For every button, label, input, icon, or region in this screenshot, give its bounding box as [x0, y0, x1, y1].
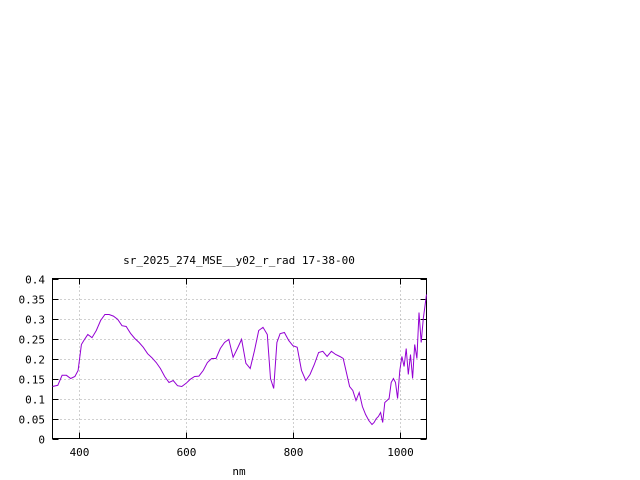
y-tick-label: 0.1 [25, 394, 45, 407]
y-tick-label: 0 [38, 434, 45, 447]
series-line [52, 294, 427, 426]
x-tick-label: 1000 [387, 446, 414, 459]
chart-title: sr_2025_274_MSE__y02_r_rad 17-38-00 [123, 254, 355, 267]
x-tick-label: 600 [177, 446, 197, 459]
plot-frame [52, 278, 427, 439]
y-tick-label: 0.4 [25, 274, 45, 287]
y-tick-label: 0.25 [19, 334, 46, 347]
y-tick-label: 0.05 [19, 414, 46, 427]
x-tick-label: 400 [70, 446, 90, 459]
grid-layer [52, 278, 427, 439]
y-tick-label: 0.35 [19, 294, 46, 307]
y-tick-label: 0.3 [25, 314, 45, 327]
label-layer: 0 0.05 0.1 0.15 0.2 0.25 0.3 0.35 0.4 400 600 800 10… [19, 274, 414, 460]
y-tick-label: 0.15 [19, 374, 46, 387]
x-tick-label: 800 [284, 446, 304, 459]
x-axis-label: nm [232, 465, 246, 478]
y-tick-label: 0.2 [25, 354, 45, 367]
